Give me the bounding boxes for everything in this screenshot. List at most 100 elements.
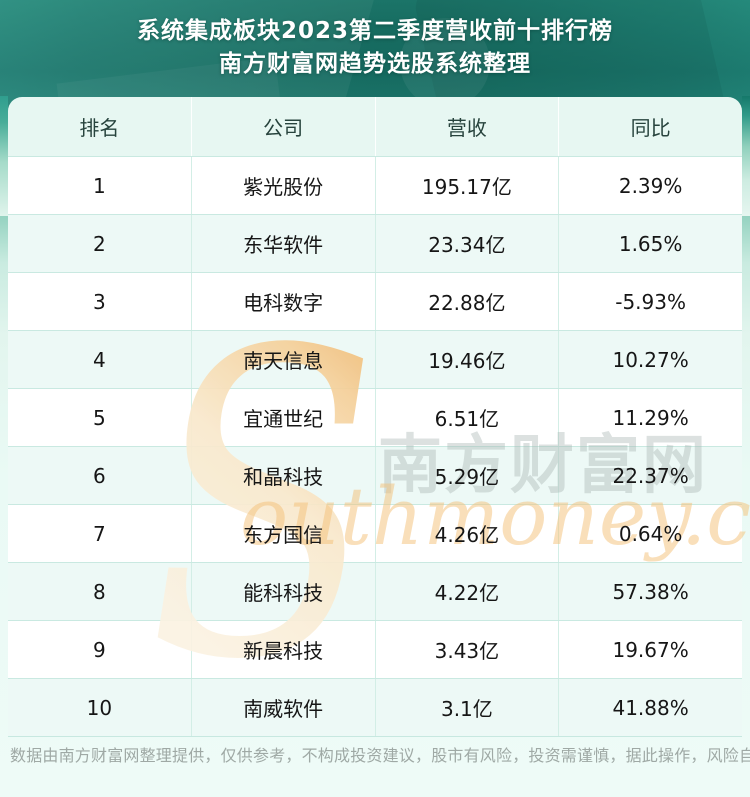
cell-text: 22.37% bbox=[612, 463, 689, 488]
header-text: 公司 bbox=[263, 116, 304, 140]
cell-text: 1 bbox=[93, 173, 106, 198]
cell-text: 能科科技 bbox=[243, 581, 324, 605]
cell-text: 4 bbox=[93, 347, 106, 372]
cell-text: 7 bbox=[93, 521, 106, 546]
company-cell: 南威软件 bbox=[192, 679, 376, 736]
cell-text: 3.43亿 bbox=[434, 639, 500, 663]
cell-text: 4.22亿 bbox=[434, 581, 500, 605]
cell-text: 南天信息 bbox=[243, 349, 324, 373]
title-block: 系统集成板块2023第二季度营收前十排行榜 南方财富网趋势选股系统整理 bbox=[0, 15, 750, 81]
table-row: 5 宜通世纪 6.51亿 11.29% bbox=[8, 388, 742, 446]
table-row: 10 南威软件 3.1亿 41.88% bbox=[8, 678, 742, 736]
table-row: 7 东方国信 4.26亿 0.64% bbox=[8, 504, 742, 562]
rank-cell: 8 bbox=[8, 563, 192, 620]
page-title: 系统集成板块2023第二季度营收前十排行榜 bbox=[136, 18, 613, 44]
cell-text: 南威软件 bbox=[243, 697, 324, 721]
column-header-revenue: 营收 bbox=[376, 97, 560, 156]
company-cell: 能科科技 bbox=[192, 563, 376, 620]
cell-text: 3 bbox=[93, 289, 106, 314]
revenue-cell: 4.26亿 bbox=[376, 505, 560, 562]
right-edge-decoration bbox=[742, 96, 750, 216]
cell-text: 3.1亿 bbox=[440, 697, 493, 721]
cell-text: 6 bbox=[93, 463, 106, 488]
cell-text: 电科数字 bbox=[243, 291, 324, 315]
table-body: 1 紫光股份 195.17亿 2.39% 2 东华软件 23.34亿 1.65%… bbox=[8, 156, 742, 737]
cell-text: 9 bbox=[93, 637, 106, 662]
header-text: 营收 bbox=[446, 116, 487, 140]
revenue-cell: 3.43亿 bbox=[376, 621, 560, 678]
revenue-cell: 23.34亿 bbox=[376, 215, 560, 272]
yoy-cell: 19.67% bbox=[559, 621, 742, 678]
header-text: 同比 bbox=[630, 116, 671, 140]
cell-text: 8 bbox=[93, 579, 106, 604]
cell-text: 新晨科技 bbox=[243, 639, 324, 663]
rank-cell: 1 bbox=[8, 157, 192, 214]
company-cell: 东华软件 bbox=[192, 215, 376, 272]
cell-text: 10 bbox=[86, 695, 113, 720]
yoy-cell: 10.27% bbox=[559, 331, 742, 388]
revenue-cell: 195.17亿 bbox=[376, 157, 560, 214]
yoy-cell: 1.65% bbox=[559, 215, 742, 272]
yoy-cell: 41.88% bbox=[559, 679, 742, 736]
column-header-company: 公司 bbox=[192, 97, 376, 156]
cell-text: -5.93% bbox=[615, 289, 686, 314]
company-cell: 南天信息 bbox=[192, 331, 376, 388]
table-row: 2 东华软件 23.34亿 1.65% bbox=[8, 214, 742, 272]
company-cell: 东方国信 bbox=[192, 505, 376, 562]
cell-text: 0.64% bbox=[618, 521, 683, 546]
cell-text: 23.34亿 bbox=[428, 233, 506, 257]
rank-cell: 4 bbox=[8, 331, 192, 388]
table-row: 6 和晶科技 5.29亿 22.37% bbox=[8, 446, 742, 504]
table-header-row: 排名 公司 营收 同比 bbox=[8, 97, 742, 156]
table-row: 8 能科科技 4.22亿 57.38% bbox=[8, 562, 742, 620]
revenue-cell: 22.88亿 bbox=[376, 273, 560, 330]
revenue-cell: 5.29亿 bbox=[376, 447, 560, 504]
cell-text: 11.29% bbox=[612, 405, 689, 430]
rank-cell: 6 bbox=[8, 447, 192, 504]
rank-cell: 10 bbox=[8, 679, 192, 736]
rank-cell: 3 bbox=[8, 273, 192, 330]
header-text: 排名 bbox=[79, 116, 120, 140]
yoy-cell: 11.29% bbox=[559, 389, 742, 446]
cell-text: 宜通世纪 bbox=[243, 407, 324, 431]
revenue-cell: 4.22亿 bbox=[376, 563, 560, 620]
rank-cell: 2 bbox=[8, 215, 192, 272]
cell-text: 22.88亿 bbox=[428, 291, 506, 315]
cell-text: 和晶科技 bbox=[243, 465, 324, 489]
cell-text: 41.88% bbox=[612, 695, 689, 720]
yoy-cell: 22.37% bbox=[559, 447, 742, 504]
revenue-cell: 19.46亿 bbox=[376, 331, 560, 388]
cell-text: 5 bbox=[93, 405, 106, 430]
cell-text: 东华软件 bbox=[243, 233, 324, 257]
rank-cell: 5 bbox=[8, 389, 192, 446]
left-edge-decoration bbox=[0, 96, 8, 216]
revenue-cell: 6.51亿 bbox=[376, 389, 560, 446]
table-row: 9 新晨科技 3.43亿 19.67% bbox=[8, 620, 742, 678]
yoy-cell: 57.38% bbox=[559, 563, 742, 620]
cell-text: 5.29亿 bbox=[434, 465, 500, 489]
footer-disclaimer: 数据由南方财富网整理提供，仅供参考，不构成投资建议，股市有风险，投资需谨慎，据此… bbox=[10, 746, 750, 765]
revenue-cell: 3.1亿 bbox=[376, 679, 560, 736]
cell-text: 57.38% bbox=[612, 579, 689, 604]
rank-cell: 7 bbox=[8, 505, 192, 562]
cell-text: 195.17亿 bbox=[421, 175, 512, 199]
column-header-yoy: 同比 bbox=[559, 97, 742, 156]
cell-text: 1.65% bbox=[618, 231, 683, 256]
company-cell: 紫光股份 bbox=[192, 157, 376, 214]
yoy-cell: 2.39% bbox=[559, 157, 742, 214]
cell-text: 4.26亿 bbox=[434, 523, 500, 547]
yoy-cell: 0.64% bbox=[559, 505, 742, 562]
cell-text: 19.67% bbox=[612, 637, 689, 662]
rank-cell: 9 bbox=[8, 621, 192, 678]
page-subtitle: 南方财富网趋势选股系统整理 bbox=[219, 51, 531, 77]
column-header-rank: 排名 bbox=[8, 97, 192, 156]
company-cell: 电科数字 bbox=[192, 273, 376, 330]
cell-text: 6.51亿 bbox=[434, 407, 500, 431]
cell-text: 紫光股份 bbox=[243, 175, 324, 199]
table-row: 3 电科数字 22.88亿 -5.93% bbox=[8, 272, 742, 330]
cell-text: 2.39% bbox=[618, 173, 683, 198]
cell-text: 19.46亿 bbox=[428, 349, 506, 373]
cell-text: 2 bbox=[93, 231, 106, 256]
cell-text: 10.27% bbox=[612, 347, 689, 372]
